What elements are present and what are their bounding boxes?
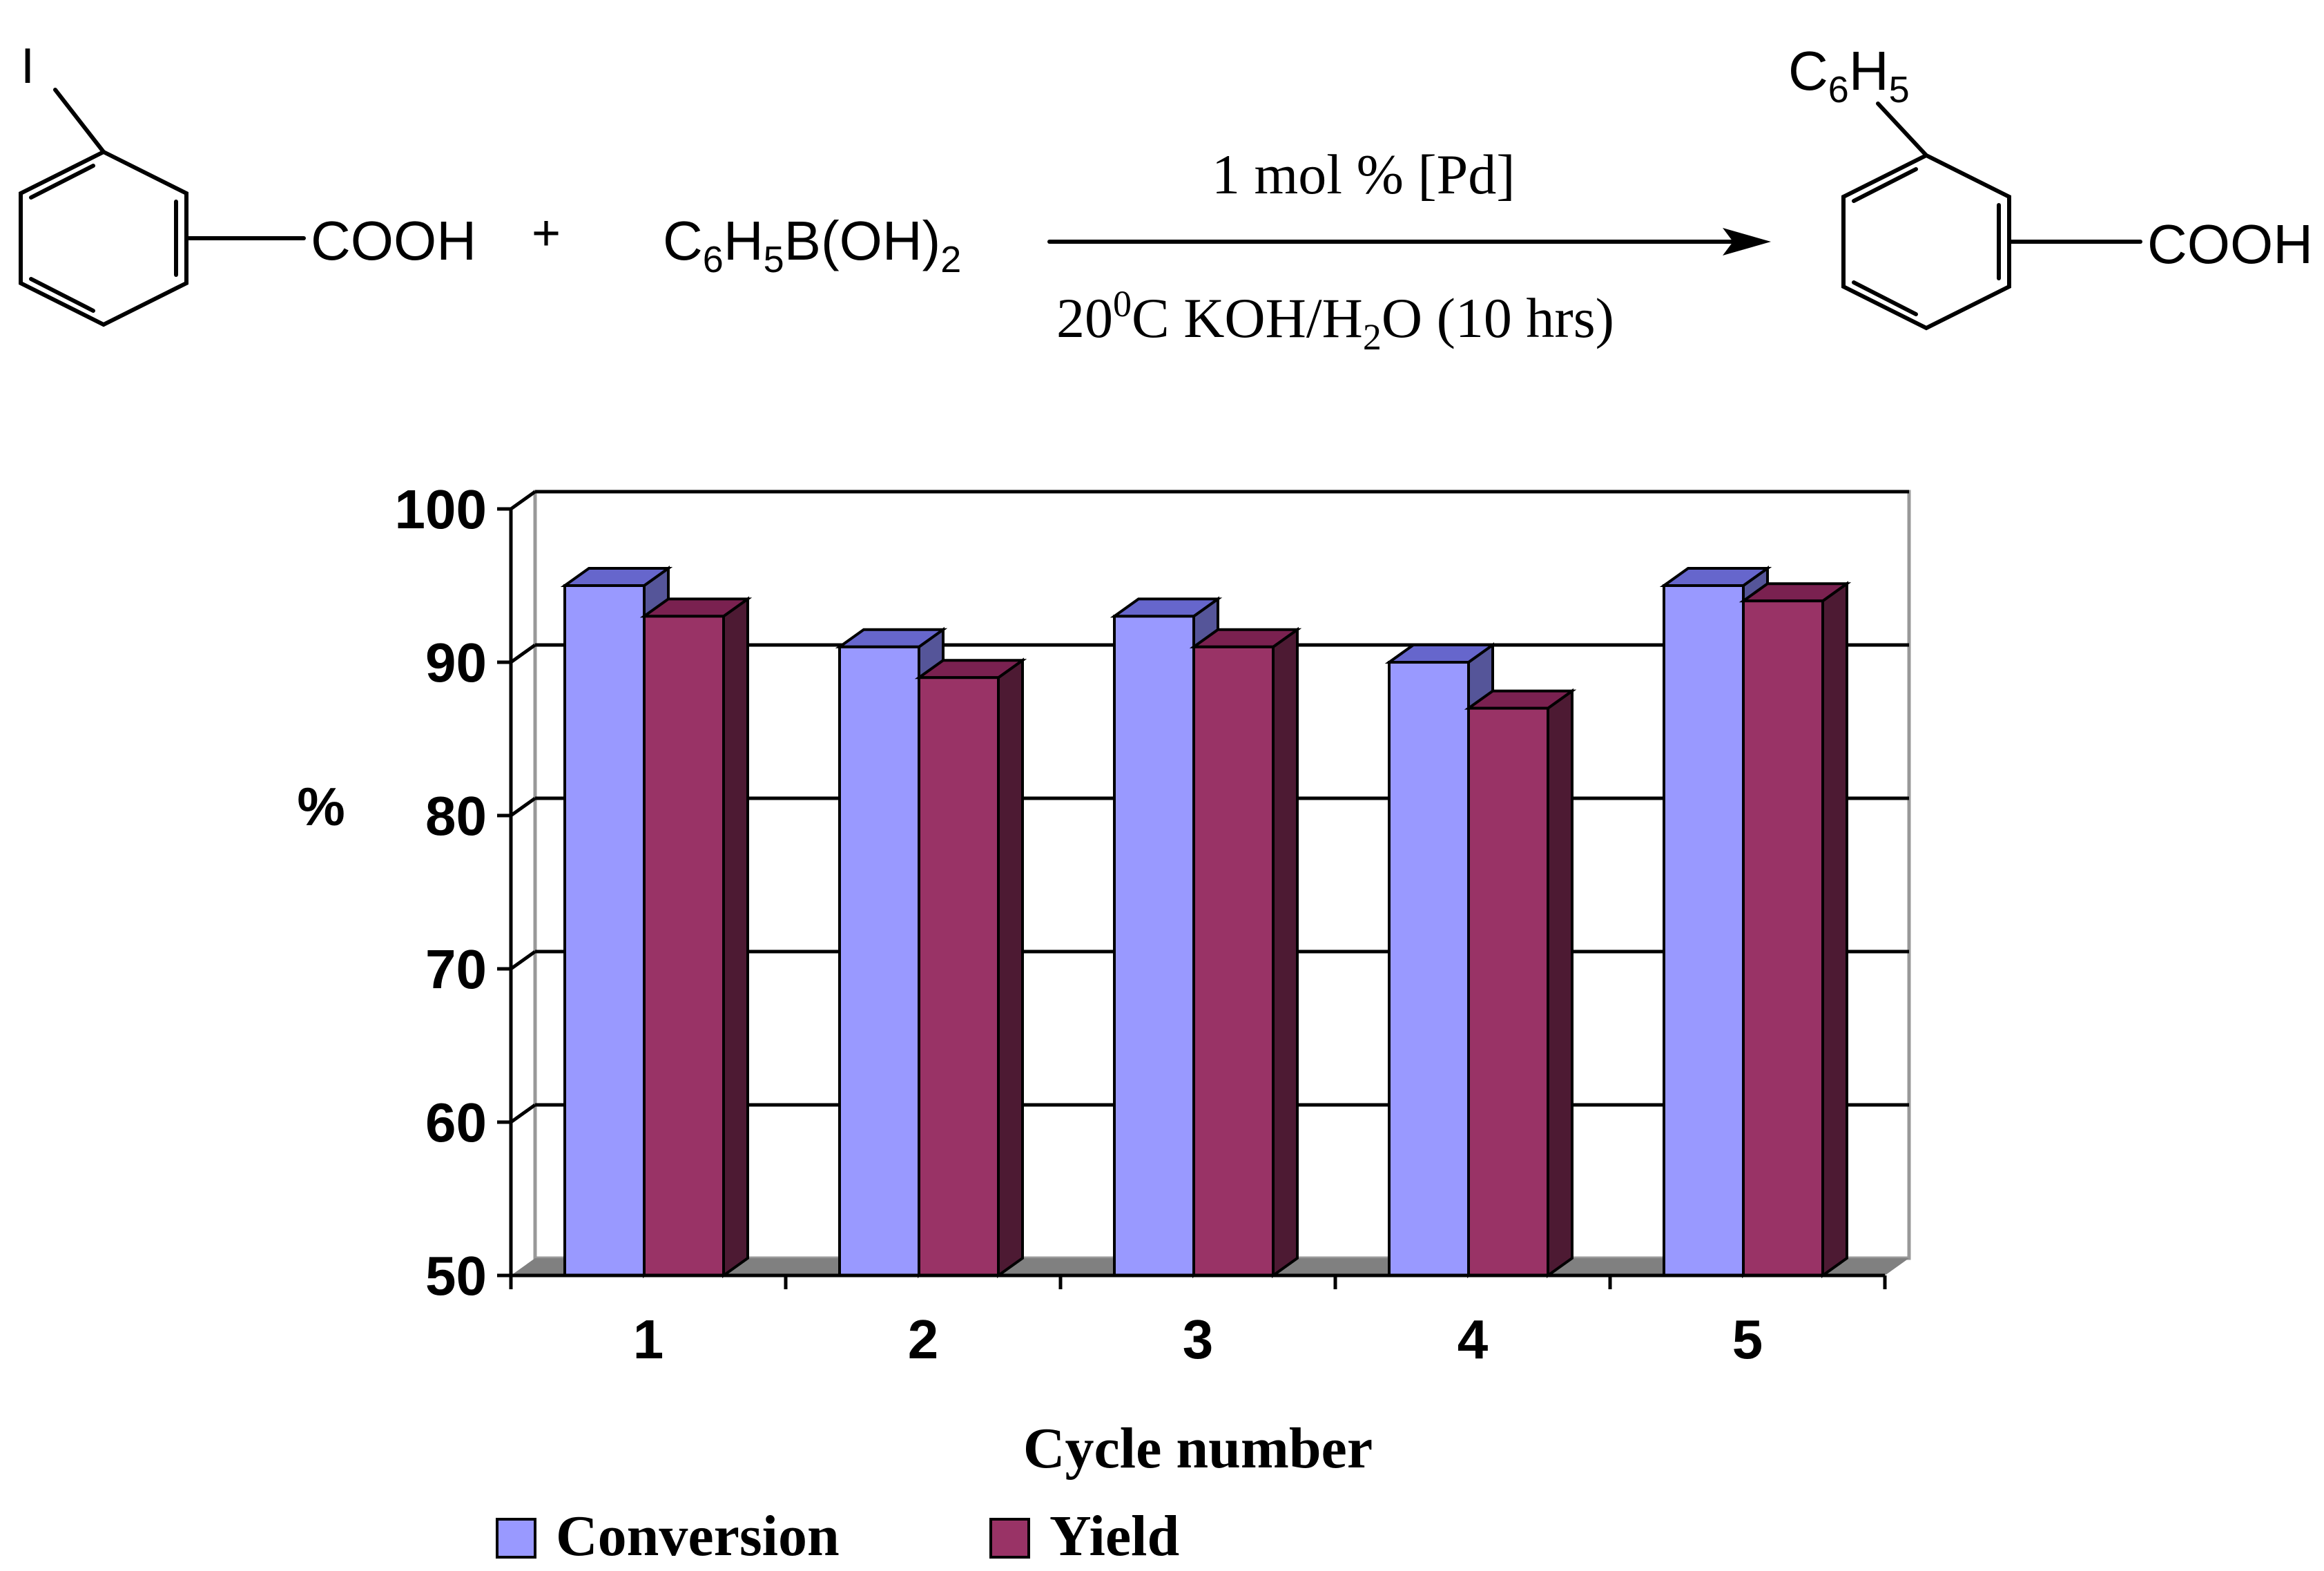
iodo-substituent: I [21, 39, 35, 94]
y-tick-label: 100 [395, 479, 487, 540]
bar-side [722, 596, 749, 1278]
legend-item-conversion: Conversion [496, 1504, 840, 1568]
reaction-scheme [19, 88, 2142, 331]
gridline-side [510, 643, 536, 664]
x-tick-label: 3 [1183, 1309, 1214, 1370]
legend: Conversion Yield [496, 1504, 1179, 1568]
gridline-side [510, 1103, 536, 1124]
y-tick-label: 60 [425, 1092, 487, 1153]
x-tick-label: 2 [908, 1309, 939, 1370]
bar-yield-cycle-4 [1464, 688, 1577, 1278]
legend-label: Conversion [556, 1504, 840, 1568]
conditions-solvent-time: 200C KOH/H2O (10 hrs) [1056, 283, 1614, 358]
x-tick-labels: 1 2 3 4 5 [633, 1309, 1763, 1370]
bar-yield-cycle-1 [639, 596, 753, 1278]
bar-side [1272, 626, 1299, 1278]
bar-yield-cycle-5 [1739, 581, 1852, 1278]
bar-chart: 50 60 70 80 90 100 1 2 3 4 5 % Cycle number Conve… [297, 479, 1911, 1568]
reaction-text: I COOH + C6H5B(OH)2 1 mol % [Pd] 200C KO… [21, 39, 2313, 358]
legend-label: Yield [1049, 1504, 1179, 1568]
y-tick-label: 50 [425, 1245, 487, 1307]
bar-front [1388, 661, 1470, 1277]
y-tick-labels: 50 60 70 80 90 100 [395, 479, 487, 1307]
y-tick-label: 70 [425, 938, 487, 1000]
bar-side [1547, 688, 1573, 1278]
gridline-side [510, 950, 536, 971]
bar-front [1113, 615, 1195, 1277]
legend-item-yield: Yield [989, 1504, 1179, 1568]
x-tick-label: 4 [1458, 1309, 1489, 1370]
bar-yield-cycle-2 [914, 657, 1027, 1278]
chart-axes [497, 490, 1887, 1289]
x-axis-label: Cycle number [1023, 1416, 1373, 1481]
x-tick-label: 1 [633, 1309, 664, 1370]
product-benzene-ring [1841, 102, 2142, 331]
y-tick-label: 80 [425, 785, 487, 847]
bar-front [918, 676, 1000, 1277]
bar-front [643, 615, 725, 1277]
bar-front [1467, 706, 1549, 1277]
bar-front [838, 645, 920, 1277]
conditions-catalyst: 1 mol % [Pd] [1212, 143, 1516, 206]
y-axis-label: % [297, 776, 345, 837]
legend-swatch [496, 1518, 536, 1559]
bar-side [997, 657, 1024, 1278]
y-tick-label: 90 [425, 632, 487, 693]
product-acid-group: COOH [2147, 213, 2313, 275]
reactant-benzene-ring [19, 88, 306, 327]
chart-bars [560, 566, 1852, 1278]
plus-sign: + [532, 206, 561, 261]
bar-side [1821, 581, 1848, 1278]
x-tick-label: 5 [1732, 1309, 1763, 1370]
reaction-arrow [1047, 228, 1771, 256]
bar-front [563, 584, 646, 1277]
gridline-side [510, 796, 536, 818]
bar-yield-cycle-3 [1189, 626, 1302, 1278]
bar-front [1742, 599, 1824, 1277]
bar-front [1192, 645, 1275, 1277]
product-phenyl-substituent: C6H5 [1788, 40, 1910, 110]
reactant-acid-group: COOH [311, 210, 476, 271]
y-axis-top-corner [510, 490, 536, 510]
bar-front [1663, 584, 1745, 1277]
boronic-acid-formula: C6H5B(OH)2 [663, 210, 961, 280]
legend-swatch [989, 1518, 1030, 1559]
